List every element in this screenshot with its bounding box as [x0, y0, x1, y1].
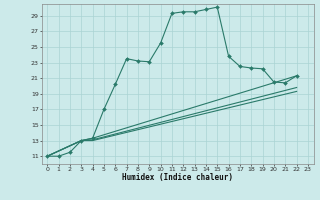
X-axis label: Humidex (Indice chaleur): Humidex (Indice chaleur)	[122, 173, 233, 182]
